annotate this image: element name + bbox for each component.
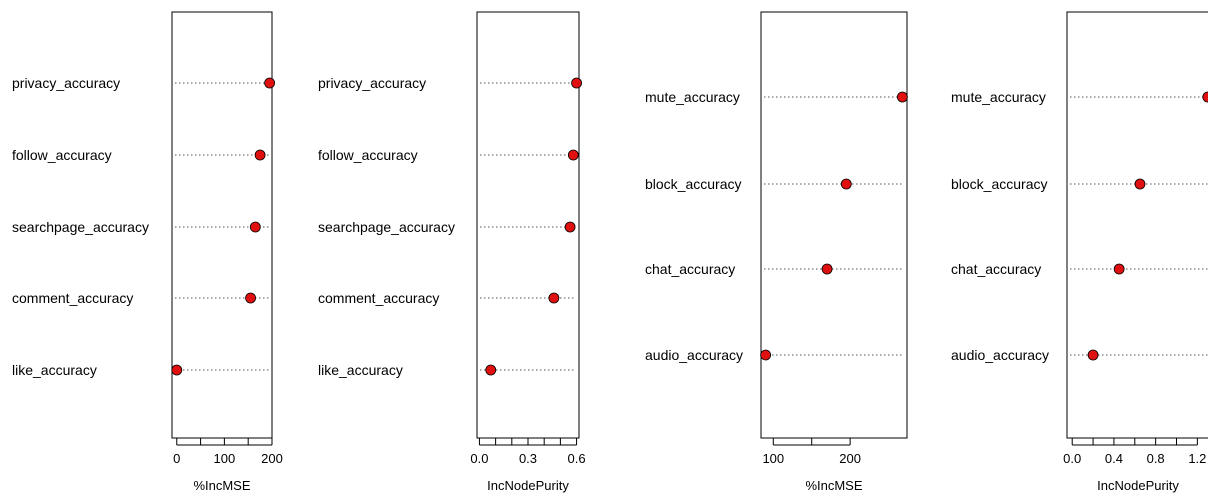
x-tick-label: 0.0	[1063, 451, 1081, 466]
x-tick-label: 100	[214, 451, 236, 466]
category-label: like_accuracy	[12, 362, 97, 378]
data-point	[485, 364, 497, 376]
category-label: mute_accuracy	[951, 89, 1046, 105]
category-label: audio_accuracy	[951, 347, 1049, 363]
panel-2: privacy_accuracy follow_accuracy searchpag…	[318, 11, 586, 493]
data-point	[245, 292, 256, 304]
data-point	[840, 178, 852, 190]
data-point	[564, 221, 576, 233]
x-tick-label: 100	[762, 451, 784, 466]
data-point	[760, 349, 772, 361]
data-point	[1134, 178, 1146, 190]
data-point	[548, 292, 560, 304]
data-point	[567, 149, 579, 161]
panel-1: privacy_accuracy follow_accuracy searchpag…	[12, 11, 283, 493]
data-point	[896, 91, 908, 103]
category-label: follow_accuracy	[12, 147, 112, 163]
x-tick-label: 200	[261, 451, 283, 466]
category-label: block_accuracy	[645, 176, 742, 192]
category-label: searchpage_accuracy	[12, 219, 149, 235]
x-axis-title: IncNodePurity	[487, 478, 569, 493]
x-tick-label: 0.3	[519, 451, 537, 466]
x-tick-label: 0.4	[1105, 451, 1123, 466]
category-label: comment_accuracy	[318, 290, 439, 306]
x-axis-title: %IncMSE	[193, 478, 250, 493]
data-point	[571, 77, 582, 89]
x-tick-label: 0	[173, 451, 180, 466]
x-axis-title: IncNodePurity	[1097, 478, 1179, 493]
data-point	[249, 221, 261, 233]
category-label: privacy_accuracy	[318, 75, 426, 91]
x-tick-label: 0.8	[1147, 451, 1165, 466]
panel-4: mute_accuracy block_accuracy chat_accuracy…	[951, 11, 1208, 493]
plot-frame	[171, 11, 273, 439]
category-label: chat_accuracy	[645, 261, 735, 277]
category-label: comment_accuracy	[12, 290, 133, 306]
plot-frame	[1066, 11, 1208, 439]
category-label: chat_accuracy	[951, 261, 1041, 277]
category-label: like_accuracy	[318, 362, 403, 378]
x-axis-title: %IncMSE	[805, 478, 862, 493]
data-point	[1113, 263, 1125, 275]
category-label: block_accuracy	[951, 176, 1048, 192]
data-point	[254, 149, 266, 161]
category-label: audio_accuracy	[645, 347, 743, 363]
category-label: follow_accuracy	[318, 147, 418, 163]
category-label: searchpage_accuracy	[318, 219, 455, 235]
data-point	[264, 77, 276, 89]
category-label: mute_accuracy	[645, 89, 740, 105]
data-point	[1202, 91, 1208, 103]
data-point	[1087, 349, 1099, 361]
data-point	[821, 263, 833, 275]
data-point	[171, 364, 183, 376]
x-tick-label: 0.0	[470, 451, 488, 466]
panel-3: mute_accuracy block_accuracy chat_accuracy…	[645, 11, 908, 493]
x-tick-label: 1.2	[1188, 451, 1206, 466]
x-tick-label: 200	[839, 451, 861, 466]
x-tick-label: 0.6	[568, 451, 586, 466]
plot-frame	[760, 11, 908, 439]
category-label: privacy_accuracy	[12, 75, 120, 91]
